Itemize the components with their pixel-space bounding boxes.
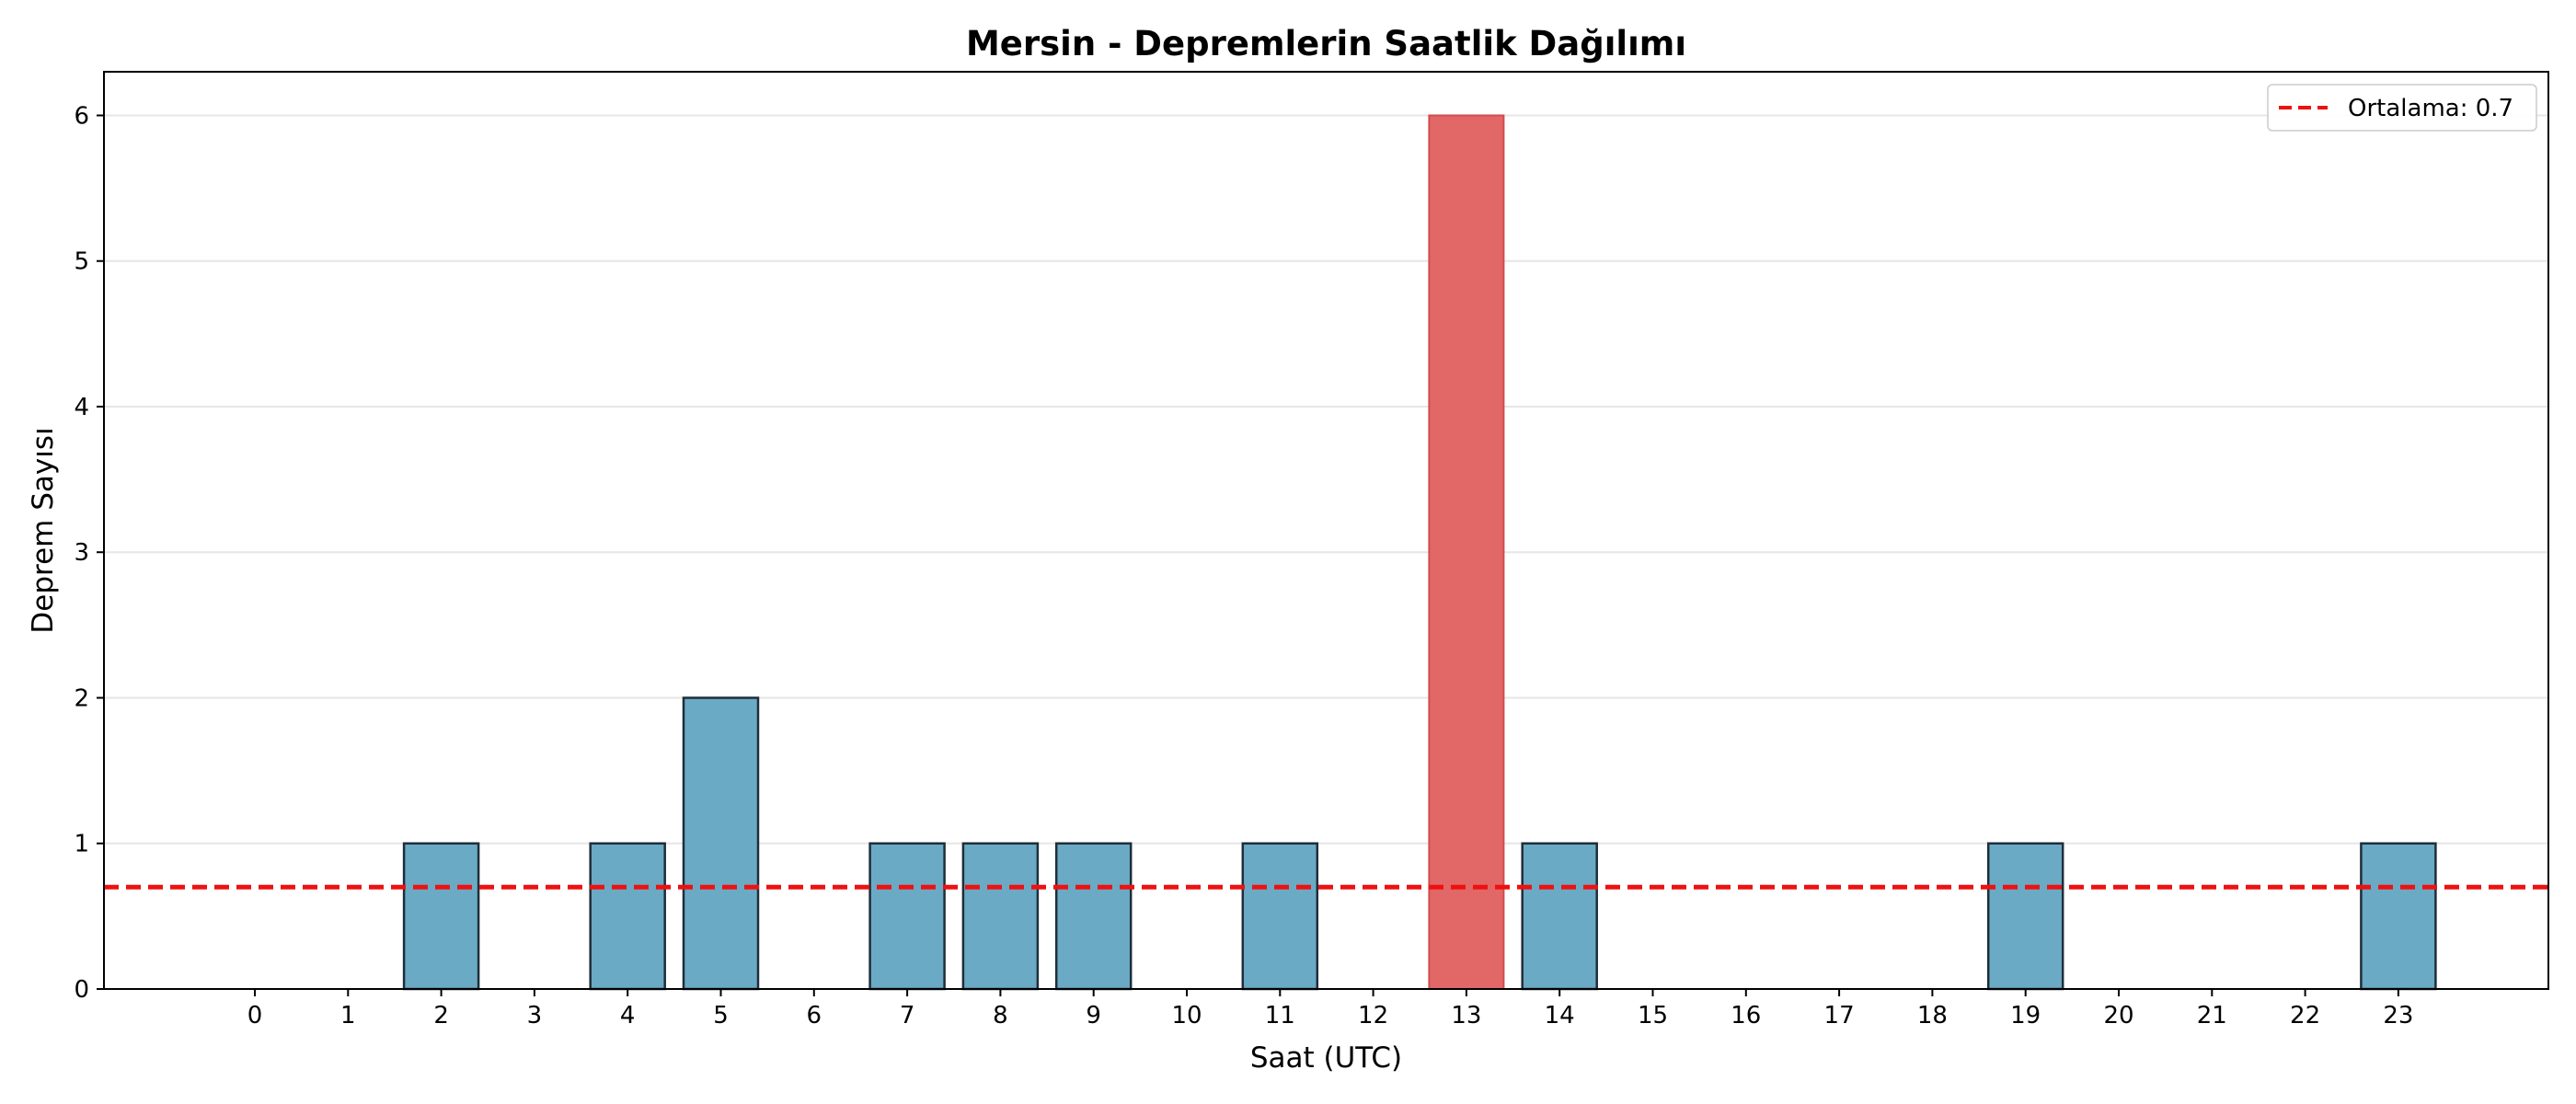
legend: Ortalama: 0.7 [2267,84,2537,132]
x-tick-label: 2 [433,1002,449,1029]
x-axis-label: Saat (UTC) [1250,1041,1402,1075]
legend-box [2267,84,2537,132]
x-tick-label: 10 [1171,1002,1202,1029]
x-tick-label: 0 [247,1002,263,1029]
y-tick-label: 6 [74,102,89,130]
x-tick-label: 15 [1638,1002,1668,1029]
y-tick-label: 2 [74,684,89,712]
x-tick-label: 11 [1265,1002,1295,1029]
x-tick-label: 23 [2383,1002,2413,1029]
chart-title: Mersin - Depremlerin Saatlik Dağılımı [966,24,1686,63]
x-tick-label: 8 [993,1002,1008,1029]
bar-hour-4 [589,842,666,991]
x-tick-label: 3 [527,1002,543,1029]
x-tick-label: 5 [713,1002,729,1029]
x-tick-label: 19 [2010,1002,2041,1029]
x-tick-label: 13 [1451,1002,1481,1029]
x-tick-label: 16 [1731,1002,1761,1029]
y-tick-label: 4 [74,394,89,421]
y-tick-label: 3 [74,539,89,567]
x-tick-label: 4 [620,1002,636,1029]
x-tick-label: 18 [1917,1002,1948,1029]
x-tick-label: 6 [807,1002,822,1029]
x-tick-label: 14 [1545,1002,1575,1029]
bar-hour-2 [402,842,480,991]
x-tick-label: 7 [900,1002,915,1029]
legend-mean-label: Ortalama: 0.7 [2348,95,2513,122]
bar-hour-8 [961,842,1040,991]
bar-hour-11 [1241,842,1319,991]
y-tick-label: 5 [74,248,89,276]
bar-hour-19 [1986,842,2064,991]
bar-hour-9 [1054,842,1133,991]
y-tick-label: 1 [74,831,89,858]
ticks: 0 1 2 3 4 5 6 7 8 9 10 11 12 13 14 15 16 17 18 19 20 21 22 2301… [74,102,2413,1029]
x-tick-label: 21 [2197,1002,2227,1029]
bar-hour-23 [2360,842,2437,991]
x-tick-label: 12 [1358,1002,1388,1029]
x-tick-label: 9 [1086,1002,1101,1029]
x-tick-label: 1 [340,1002,356,1029]
plot-frame [103,71,2549,990]
x-tick-label: 17 [1824,1002,1855,1029]
bar-hour-7 [868,842,946,991]
y-tick-label: 0 [74,976,89,1004]
x-tick-label: 20 [2103,1002,2133,1029]
grid [104,114,2548,845]
bar-hour-5 [682,696,760,991]
bars [402,114,2437,991]
bar-hour-14 [1521,842,1598,991]
x-tick-label: 22 [2290,1002,2320,1029]
y-axis-label: Deprem Sayısı [27,427,60,633]
bar-hour-13 [1428,114,1505,990]
